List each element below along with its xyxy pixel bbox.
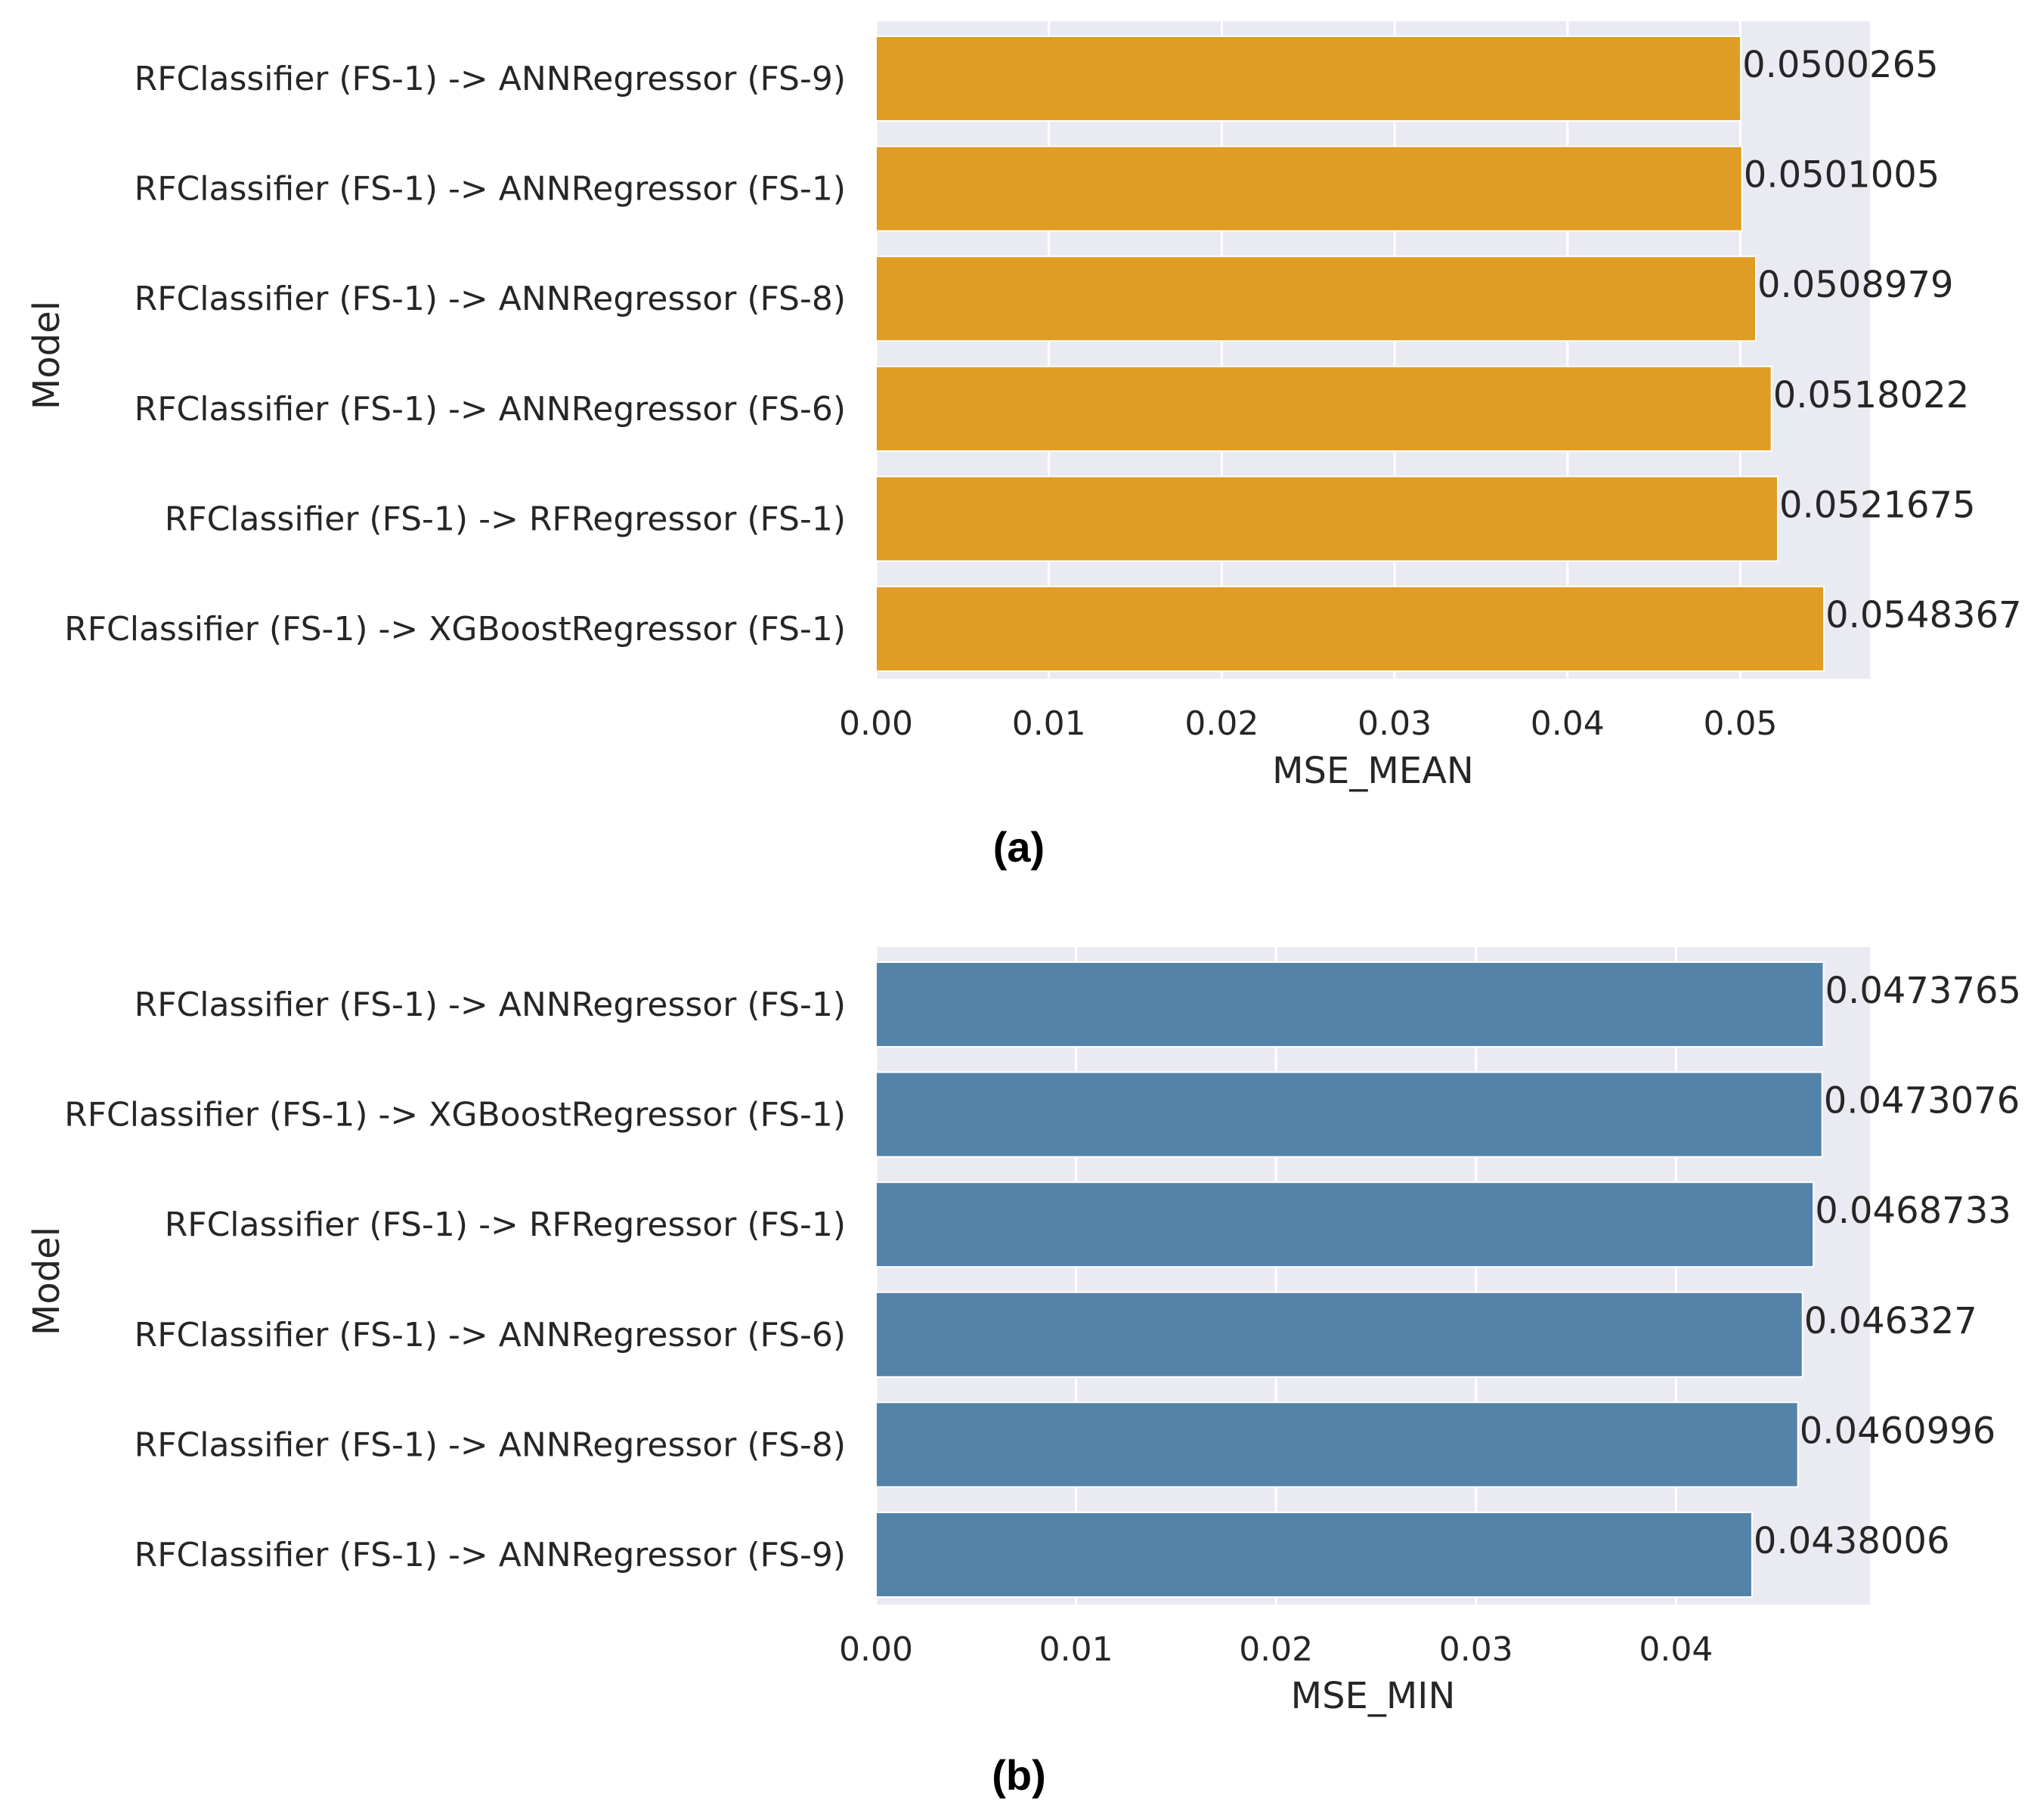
bar — [875, 961, 1825, 1048]
x-tick-label: 0.01 — [1039, 1630, 1113, 1669]
bar — [875, 1291, 1803, 1378]
bar-value-label: 0.0438006 — [1754, 1520, 1950, 1562]
bar-value-label: 0.0521675 — [1779, 484, 1976, 526]
y-axis-title: Model — [26, 301, 68, 410]
bar-value-label: 0.0460996 — [1800, 1410, 1996, 1452]
x-tick-label: 0.02 — [1184, 704, 1258, 743]
bar — [875, 475, 1779, 562]
bar — [875, 1512, 1753, 1598]
x-tick-label: 0.02 — [1239, 1630, 1313, 1669]
category-label: RFClassifier (FS-1) -> ANNRegressor (FS-… — [135, 1425, 846, 1464]
panel-b: RFClassifier (FS-1) -> ANNRegressor (FS-… — [26, 947, 2021, 1799]
bar-value-label: 0.046327 — [1804, 1300, 1977, 1342]
bar-value-label: 0.0473765 — [1825, 970, 2022, 1012]
bar — [875, 36, 1742, 122]
x-axis-title: MSE_MEAN — [1272, 750, 1474, 792]
category-label: RFClassifier (FS-1) -> XGBoostRegressor … — [64, 1096, 846, 1134]
bar — [875, 365, 1772, 452]
category-label: RFClassifier (FS-1) -> ANNRegressor (FS-… — [135, 170, 846, 209]
category-label: RFClassifier (FS-1) -> ANNRegressor (FS-… — [135, 390, 846, 429]
panel-caption: (b) — [992, 1751, 1046, 1799]
category-label: RFClassifier (FS-1) -> ANNRegressor (FS-… — [135, 1536, 846, 1574]
x-tick-label: 0.00 — [839, 704, 913, 743]
x-axis-title: MSE_MIN — [1291, 1675, 1456, 1717]
bar-value-label: 0.0473076 — [1824, 1080, 2020, 1122]
bar-value-label: 0.0468733 — [1815, 1190, 2011, 1232]
category-label: RFClassifier (FS-1) -> ANNRegressor (FS-… — [135, 60, 846, 98]
bar — [875, 1071, 1823, 1158]
y-axis-title: Model — [26, 1227, 68, 1336]
bar — [875, 1181, 1815, 1268]
x-tick-label: 0.00 — [839, 1630, 913, 1669]
x-tick-label: 0.04 — [1639, 1630, 1713, 1669]
bar-value-label: 0.0548367 — [1825, 594, 2022, 636]
bar-value-label: 0.0508979 — [1757, 264, 1954, 306]
category-label: RFClassifier (FS-1) -> ANNRegressor (FS-… — [135, 986, 846, 1024]
x-tick-label: 0.05 — [1703, 704, 1777, 743]
x-tick-label: 0.03 — [1439, 1630, 1513, 1669]
category-label: RFClassifier (FS-1) -> XGBoostRegressor … — [64, 610, 846, 648]
x-tick-label: 0.04 — [1531, 704, 1605, 743]
bar — [875, 1401, 1799, 1488]
category-label: RFClassifier (FS-1) -> RFRegressor (FS-1… — [165, 1206, 846, 1244]
category-label: RFClassifier (FS-1) -> RFRegressor (FS-1… — [165, 500, 846, 538]
bar-value-label: 0.0500265 — [1742, 44, 1939, 86]
bar-value-label: 0.0501005 — [1744, 154, 1940, 197]
plot-area — [876, 21, 1870, 679]
x-tick-label: 0.03 — [1358, 704, 1432, 743]
bar-value-label: 0.0518022 — [1773, 374, 1970, 416]
bar — [875, 255, 1757, 342]
panel-caption: (a) — [993, 823, 1045, 871]
x-tick-label: 0.01 — [1012, 704, 1086, 743]
category-label: RFClassifier (FS-1) -> ANNRegressor (FS-… — [135, 280, 846, 318]
bar — [875, 145, 1743, 232]
category-label: RFClassifier (FS-1) -> ANNRegressor (FS-… — [135, 1316, 846, 1354]
panel-a: RFClassifier (FS-1) -> ANNRegressor (FS-… — [26, 21, 2022, 871]
bar — [875, 586, 1825, 672]
plot-area — [876, 947, 1870, 1605]
